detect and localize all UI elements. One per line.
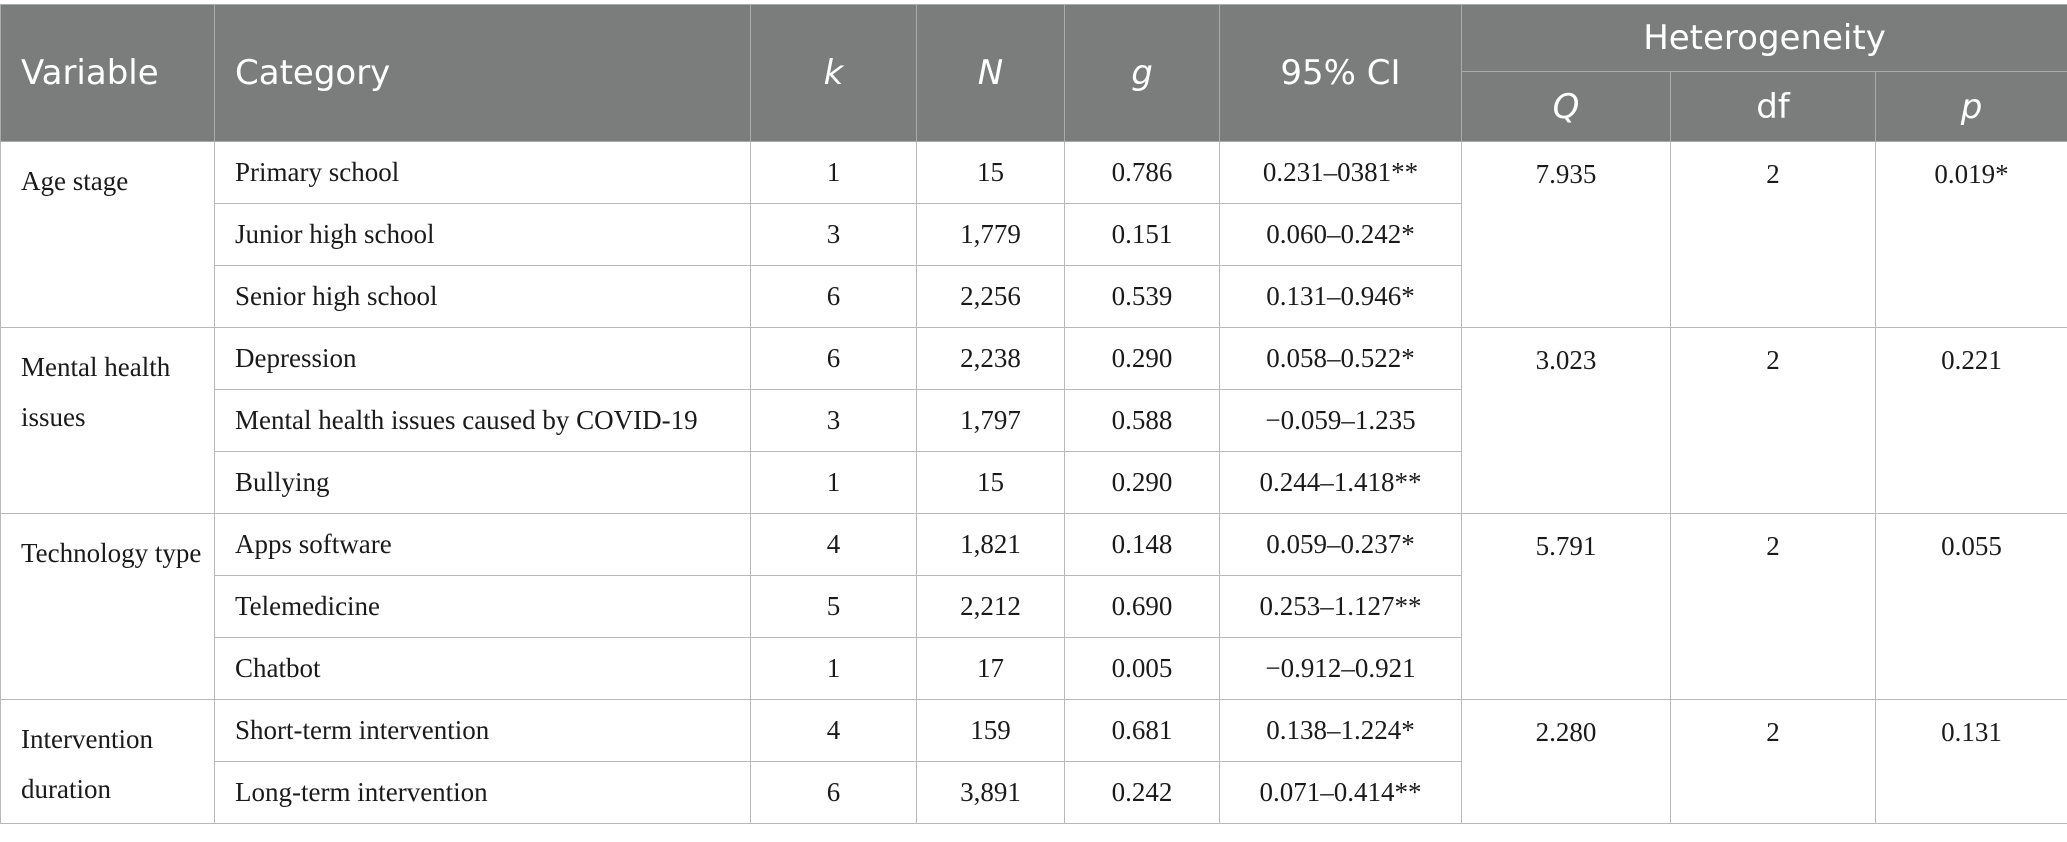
g-cell: 0.539 bbox=[1064, 265, 1220, 328]
n-cell: 1,779 bbox=[916, 203, 1065, 266]
category-cell: Depression bbox=[214, 327, 751, 390]
table-row: Senior high school 6 2,256 0.539 0.131–0.946… bbox=[1, 265, 2067, 328]
df-cell: 2 bbox=[1670, 699, 1876, 824]
header-g: g bbox=[1064, 4, 1220, 142]
df-cell: 2 bbox=[1670, 513, 1876, 700]
k-cell: 4 bbox=[750, 513, 917, 576]
p-cell: 0.019* bbox=[1874, 141, 2067, 328]
header-p: p bbox=[1874, 71, 2067, 142]
header-q: Q bbox=[1461, 71, 1671, 142]
g-cell: 0.290 bbox=[1064, 327, 1220, 390]
ci-cell: −0.912–0.921 bbox=[1219, 637, 1462, 700]
k-cell: 4 bbox=[750, 699, 917, 762]
header-k-label: k bbox=[823, 53, 844, 93]
table-row: Long-term intervention 6 3,891 0.242 0.071–0… bbox=[1, 761, 2067, 824]
n-cell: 159 bbox=[916, 699, 1065, 762]
n-cell: 1,797 bbox=[916, 389, 1065, 452]
ci-cell: 0.059–0.237* bbox=[1219, 513, 1462, 576]
g-cell: 0.242 bbox=[1064, 761, 1220, 824]
category-cell: Telemedicine bbox=[214, 575, 751, 638]
k-cell: 6 bbox=[750, 761, 917, 824]
subgroup-analysis-table: Variable Category k N g 95% CI Heterogen… bbox=[0, 4, 2067, 824]
category-cell: Long-term intervention bbox=[214, 761, 751, 824]
header-n: N bbox=[916, 4, 1065, 142]
variable-cell: Age stage bbox=[0, 141, 215, 328]
ci-cell: 0.244–1.418** bbox=[1219, 451, 1462, 514]
ci-cell: 0.071–0.414** bbox=[1219, 761, 1462, 824]
category-cell: Chatbot bbox=[214, 637, 751, 700]
k-cell: 1 bbox=[750, 141, 917, 204]
q-cell: 3.023 bbox=[1461, 327, 1671, 514]
header-q-label: Q bbox=[1552, 86, 1580, 127]
header-k: k bbox=[750, 4, 917, 142]
k-cell: 5 bbox=[750, 575, 917, 638]
ci-cell: 0.131–0.946* bbox=[1219, 265, 1462, 328]
k-cell: 3 bbox=[750, 389, 917, 452]
n-cell: 1,821 bbox=[916, 513, 1065, 576]
ci-cell: −0.059–1.235 bbox=[1219, 389, 1462, 452]
table-header: Variable Category k N g 95% CI Heterogen… bbox=[0, 4, 2067, 142]
g-cell: 0.148 bbox=[1064, 513, 1220, 576]
header-df: df bbox=[1670, 71, 1876, 142]
category-cell: Mental health issues caused by COVID-19 bbox=[214, 389, 751, 452]
n-cell: 15 bbox=[916, 141, 1065, 204]
g-cell: 0.290 bbox=[1064, 451, 1220, 514]
k-cell: 3 bbox=[750, 203, 917, 266]
ci-cell: 0.058–0.522* bbox=[1219, 327, 1462, 390]
category-cell: Short-term intervention bbox=[214, 699, 751, 762]
header-g-label: g bbox=[1131, 53, 1153, 93]
g-cell: 0.690 bbox=[1064, 575, 1220, 638]
ci-cell: 0.231–0381** bbox=[1219, 141, 1462, 204]
table-row: Bullying 1 15 0.290 0.244–1.418** bbox=[1, 451, 2067, 514]
n-cell: 3,891 bbox=[916, 761, 1065, 824]
header-heterogeneity: Heterogeneity bbox=[1460, 4, 2067, 72]
n-cell: 2,238 bbox=[916, 327, 1065, 390]
ci-cell: 0.138–1.224* bbox=[1219, 699, 1462, 762]
k-cell: 6 bbox=[750, 265, 917, 328]
n-cell: 2,212 bbox=[916, 575, 1065, 638]
category-cell: Senior high school bbox=[214, 265, 751, 328]
table-row: Intervention duration Short-term interven… bbox=[0, 699, 2067, 824]
p-cell: 0.055 bbox=[1874, 513, 2067, 700]
header-ci: 95% CI bbox=[1219, 4, 1462, 142]
k-cell: 1 bbox=[750, 637, 917, 700]
q-cell: 7.935 bbox=[1461, 141, 1671, 328]
header-n-label: N bbox=[977, 53, 1004, 93]
q-cell: 5.791 bbox=[1461, 513, 1671, 700]
header-p-label: p bbox=[1960, 86, 1983, 127]
ci-cell: 0.060–0.242* bbox=[1219, 203, 1462, 266]
p-cell: 0.131 bbox=[1874, 699, 2067, 824]
category-cell: Junior high school bbox=[214, 203, 751, 266]
header-category: Category bbox=[214, 4, 751, 142]
category-cell: Apps software bbox=[214, 513, 751, 576]
g-cell: 0.151 bbox=[1064, 203, 1220, 266]
k-cell: 6 bbox=[750, 327, 917, 390]
p-cell: 0.221 bbox=[1874, 327, 2067, 514]
table-row: Mental health issues caused by COVID-19 3… bbox=[1, 389, 2067, 452]
g-cell: 0.005 bbox=[1064, 637, 1220, 700]
category-cell: Primary school bbox=[214, 141, 751, 204]
category-cell: Bullying bbox=[214, 451, 751, 514]
variable-cell: Mental health issues bbox=[0, 327, 215, 514]
table-row: Age stage Primary school 1 15 0.786 0.231–038… bbox=[0, 141, 2067, 328]
g-cell: 0.588 bbox=[1064, 389, 1220, 452]
table-row: Junior high school 3 1,779 0.151 0.060–0.242… bbox=[1, 203, 2067, 266]
n-cell: 2,256 bbox=[916, 265, 1065, 328]
variable-cell: Technology type bbox=[0, 513, 215, 700]
variable-cell: Intervention duration bbox=[0, 699, 215, 824]
header-variable: Variable bbox=[0, 4, 215, 142]
q-cell: 2.280 bbox=[1461, 699, 1671, 824]
n-cell: 17 bbox=[916, 637, 1065, 700]
n-cell: 15 bbox=[916, 451, 1065, 514]
g-cell: 0.681 bbox=[1064, 699, 1220, 762]
ci-cell: 0.253–1.127** bbox=[1219, 575, 1462, 638]
df-cell: 2 bbox=[1670, 141, 1876, 328]
g-cell: 0.786 bbox=[1064, 141, 1220, 204]
table-body: Age stage Primary school 1 15 0.786 0.231–038… bbox=[0, 141, 2067, 824]
df-cell: 2 bbox=[1670, 327, 1876, 514]
table-row: Mental health issues Depression 6 2,238 0.29… bbox=[0, 327, 2067, 514]
table-row: Technology type Apps software 4 1,821 0.148 0… bbox=[0, 513, 2067, 700]
k-cell: 1 bbox=[750, 451, 917, 514]
